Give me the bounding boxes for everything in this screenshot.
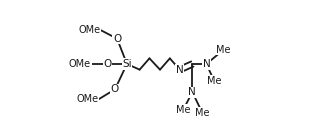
Text: N: N bbox=[203, 59, 210, 69]
Text: OMe: OMe bbox=[77, 94, 99, 104]
Text: N: N bbox=[188, 87, 196, 97]
Text: Me: Me bbox=[207, 76, 221, 86]
Text: O: O bbox=[113, 34, 121, 44]
Text: Me: Me bbox=[176, 105, 190, 115]
Text: Me: Me bbox=[216, 45, 230, 55]
Text: Si: Si bbox=[122, 59, 132, 69]
Text: N: N bbox=[176, 65, 184, 75]
Text: OMe: OMe bbox=[69, 59, 91, 69]
Text: Me: Me bbox=[195, 108, 210, 118]
Text: O: O bbox=[111, 84, 119, 94]
Text: O: O bbox=[103, 59, 111, 69]
Text: OMe: OMe bbox=[79, 25, 101, 35]
